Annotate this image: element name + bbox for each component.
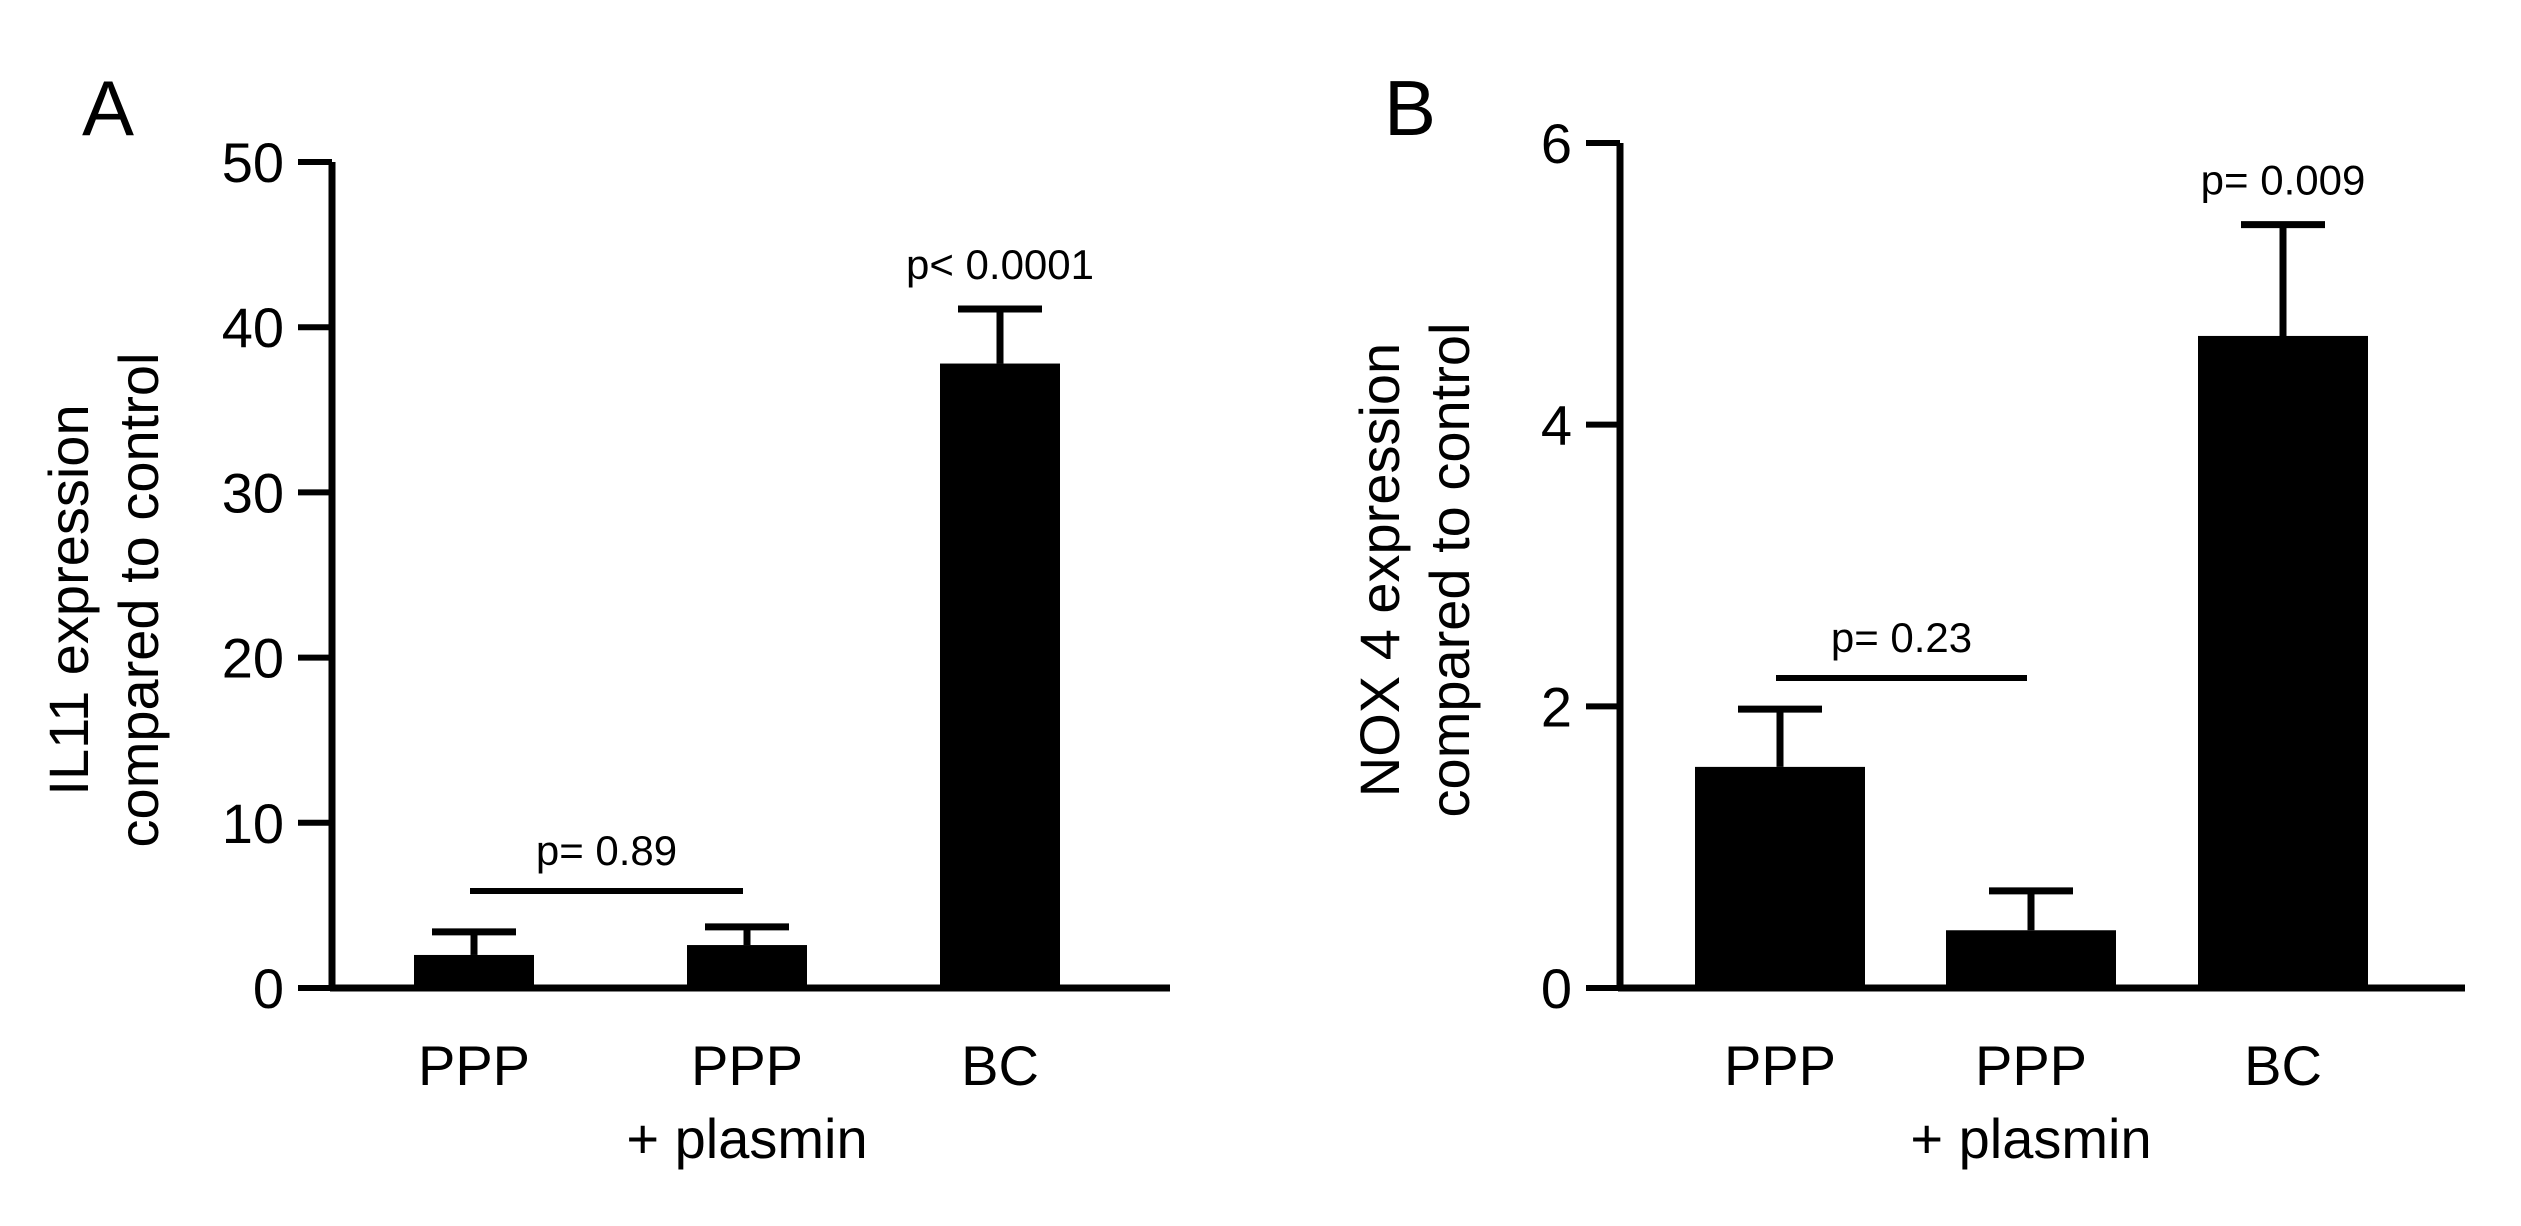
x-category-label-line: + plasmin [626, 1107, 867, 1170]
x-category-label: PPP [1724, 1034, 1836, 1097]
y-tick-label: 0 [253, 957, 284, 1020]
bar [940, 363, 1060, 988]
y-tick-label: 30 [222, 461, 284, 524]
y-tick-label: 40 [222, 296, 284, 359]
x-category-label: PPP + plasmin [1910, 1034, 2151, 1170]
x-category-label-line: PPP [418, 1034, 530, 1097]
y-axis-title-line: compared to control [1418, 323, 1481, 818]
y-axis-title-line: NOX 4 expression [1348, 343, 1411, 797]
x-category-label-line: PPP [691, 1034, 803, 1097]
panel-label: B [1384, 64, 1436, 152]
y-tick-label: 50 [222, 131, 284, 194]
x-category-label-line: PPP [1975, 1034, 2087, 1097]
panel-a: A 0 10 20 30 40 50 IL11 expression compared to c… [37, 64, 1170, 1170]
p-value-label: p= 0.23 [1831, 614, 1972, 661]
x-category-label: PPP [418, 1034, 530, 1097]
y-axis-title: IL11 expression compared to control [37, 353, 170, 848]
y-tick-label: 0 [1541, 957, 1572, 1020]
bar [414, 954, 534, 988]
y-tick-label: 20 [222, 627, 284, 690]
y-axis-title-line: compared to control [107, 353, 170, 848]
bar [2198, 335, 2368, 989]
x-category-label-line: + plasmin [1910, 1107, 2151, 1170]
y-tick-label: 2 [1541, 675, 1572, 738]
bar [1695, 766, 1865, 988]
panel-label: A [82, 64, 134, 152]
bar [1946, 930, 2116, 988]
y-tick-label: 10 [222, 792, 284, 855]
panel-b: B 0 2 4 6 NOX 4 expression compared to control… [1348, 64, 2465, 1170]
bar [687, 945, 807, 988]
p-value-label: p= 0.009 [2201, 157, 2366, 204]
p-value-label: p= 0.89 [536, 827, 677, 874]
y-tick-label: 6 [1541, 112, 1572, 175]
x-category-label-line: BC [961, 1034, 1039, 1097]
x-category-label: BC [2244, 1034, 2322, 1097]
y-tick-label: 4 [1541, 394, 1572, 457]
x-category-label: PPP + plasmin [626, 1034, 867, 1170]
x-category-label: BC [961, 1034, 1039, 1097]
x-category-label-line: BC [2244, 1034, 2322, 1097]
y-axis-title-line: IL11 expression [37, 404, 100, 795]
x-category-label-line: PPP [1724, 1034, 1836, 1097]
p-value-label: p< 0.0001 [906, 241, 1094, 288]
y-axis-title: NOX 4 expression compared to control [1348, 323, 1481, 818]
